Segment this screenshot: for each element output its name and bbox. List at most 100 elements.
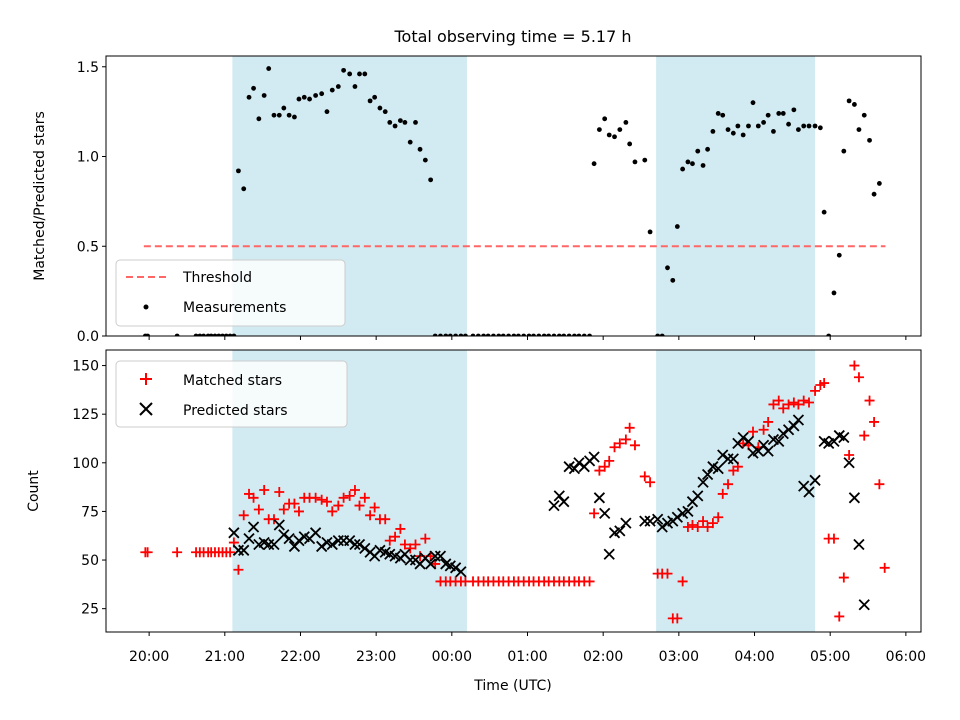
predicted-point	[682, 505, 694, 518]
measurement-point	[447, 333, 453, 336]
measurement-point	[841, 148, 847, 154]
predicted-point	[777, 427, 789, 440]
predicted-point	[263, 538, 275, 551]
measurement-point	[443, 333, 449, 336]
measurement-point	[201, 333, 207, 336]
predicted-point	[404, 554, 416, 566]
series-measurements	[142, 66, 882, 336]
matched-point	[723, 479, 734, 490]
series-predicted-stars	[228, 414, 870, 611]
matched-point	[819, 378, 830, 389]
measurement-point	[261, 93, 267, 98]
matched-point	[410, 539, 421, 550]
measurement-point	[256, 116, 262, 122]
matched-point	[687, 520, 698, 531]
observing-interval-1	[656, 56, 816, 336]
measurement-point	[286, 112, 292, 118]
x-tick-label: 06:00	[886, 649, 926, 665]
measurement-point	[602, 116, 608, 122]
matched-point	[834, 611, 845, 622]
measurement-point	[413, 120, 418, 125]
matched-point	[365, 510, 376, 521]
measurement-point	[561, 333, 567, 336]
predicted-point	[843, 457, 855, 469]
measurement-point	[417, 146, 423, 152]
matched-point	[838, 572, 849, 583]
matched-point	[624, 422, 635, 433]
measurement-point	[627, 141, 633, 147]
measurement-point	[632, 159, 638, 165]
matched-point	[677, 576, 688, 587]
predicted-point	[449, 562, 462, 574]
measurement-point	[846, 98, 852, 104]
predicted-point	[757, 439, 770, 451]
measurement-point	[761, 120, 766, 125]
top-legend[interactable]: Threshold Measurements	[115, 259, 346, 327]
predicted-point	[273, 519, 285, 531]
predicted-point	[288, 540, 301, 553]
measurement-point	[776, 111, 782, 116]
predicted-point	[268, 538, 280, 551]
predicted-point	[737, 431, 749, 444]
measurement-point	[271, 112, 277, 118]
top-x-ticks	[148, 336, 907, 340]
measurement-point	[491, 333, 496, 336]
matched-point	[259, 485, 270, 496]
measurement-point	[266, 66, 272, 71]
predicted-point	[593, 492, 606, 504]
predicted-point	[283, 533, 295, 545]
matched-point	[609, 442, 620, 453]
measurement-point	[357, 71, 362, 77]
predicted-point	[838, 431, 850, 444]
matched-point	[828, 533, 839, 544]
y-tick-label: 0.5	[77, 239, 99, 255]
measurement-point	[871, 191, 877, 197]
predicted-point	[853, 538, 865, 551]
measurement-point	[292, 114, 297, 120]
matched-legend-label: Matched stars	[183, 373, 282, 389]
matched-point	[349, 485, 360, 496]
predicted-point	[782, 424, 795, 436]
measurement-point	[227, 333, 233, 336]
measurement-point	[281, 105, 287, 111]
predicted-point	[349, 538, 361, 551]
matched-point	[390, 531, 401, 542]
measurement-point	[674, 224, 680, 229]
predicted-point	[692, 490, 704, 502]
measurement-point	[387, 120, 393, 125]
matched-point	[172, 547, 183, 558]
ratio-series	[142, 66, 886, 336]
bottom-y-ticks: 25 50 75 100 125 150	[72, 359, 106, 618]
predicted-point	[697, 476, 709, 488]
matched-point	[645, 477, 656, 488]
chart-title: Total observing time = 5.17 h	[393, 27, 631, 46]
bottom-legend[interactable]: Matched stars Predicted stars	[115, 360, 348, 428]
matched-point	[369, 502, 380, 513]
matched-point	[783, 399, 794, 410]
measurement-point	[735, 123, 741, 129]
measurement-point	[296, 96, 302, 102]
measurement-point	[670, 277, 676, 283]
y-tick-label: 0.0	[77, 329, 99, 345]
predicted-point	[762, 445, 774, 457]
measurement-point	[313, 93, 319, 98]
measurement-point	[470, 333, 476, 336]
predicted-point	[573, 457, 585, 469]
measurement-point	[680, 166, 686, 172]
measurement-point	[861, 112, 867, 118]
predicted-point	[788, 420, 800, 432]
top-y-ticks: 0.0 0.5 1.0 1.5	[77, 60, 106, 345]
measurement-point	[852, 102, 857, 107]
predicted-point	[588, 451, 600, 463]
measurement-point	[700, 163, 706, 168]
matched-point	[359, 492, 370, 503]
matched-point	[354, 500, 365, 511]
measurement-point	[606, 132, 612, 138]
x-tick-label: 03:00	[659, 649, 699, 665]
top-axes-frame	[105, 55, 922, 337]
measurement-point	[377, 105, 383, 111]
matched-point	[810, 385, 821, 396]
series-matched-stars	[140, 360, 890, 624]
top-panel: 0.0 0.5 1.0 1.5 Matched/Predicted stars Thr…	[32, 55, 922, 345]
